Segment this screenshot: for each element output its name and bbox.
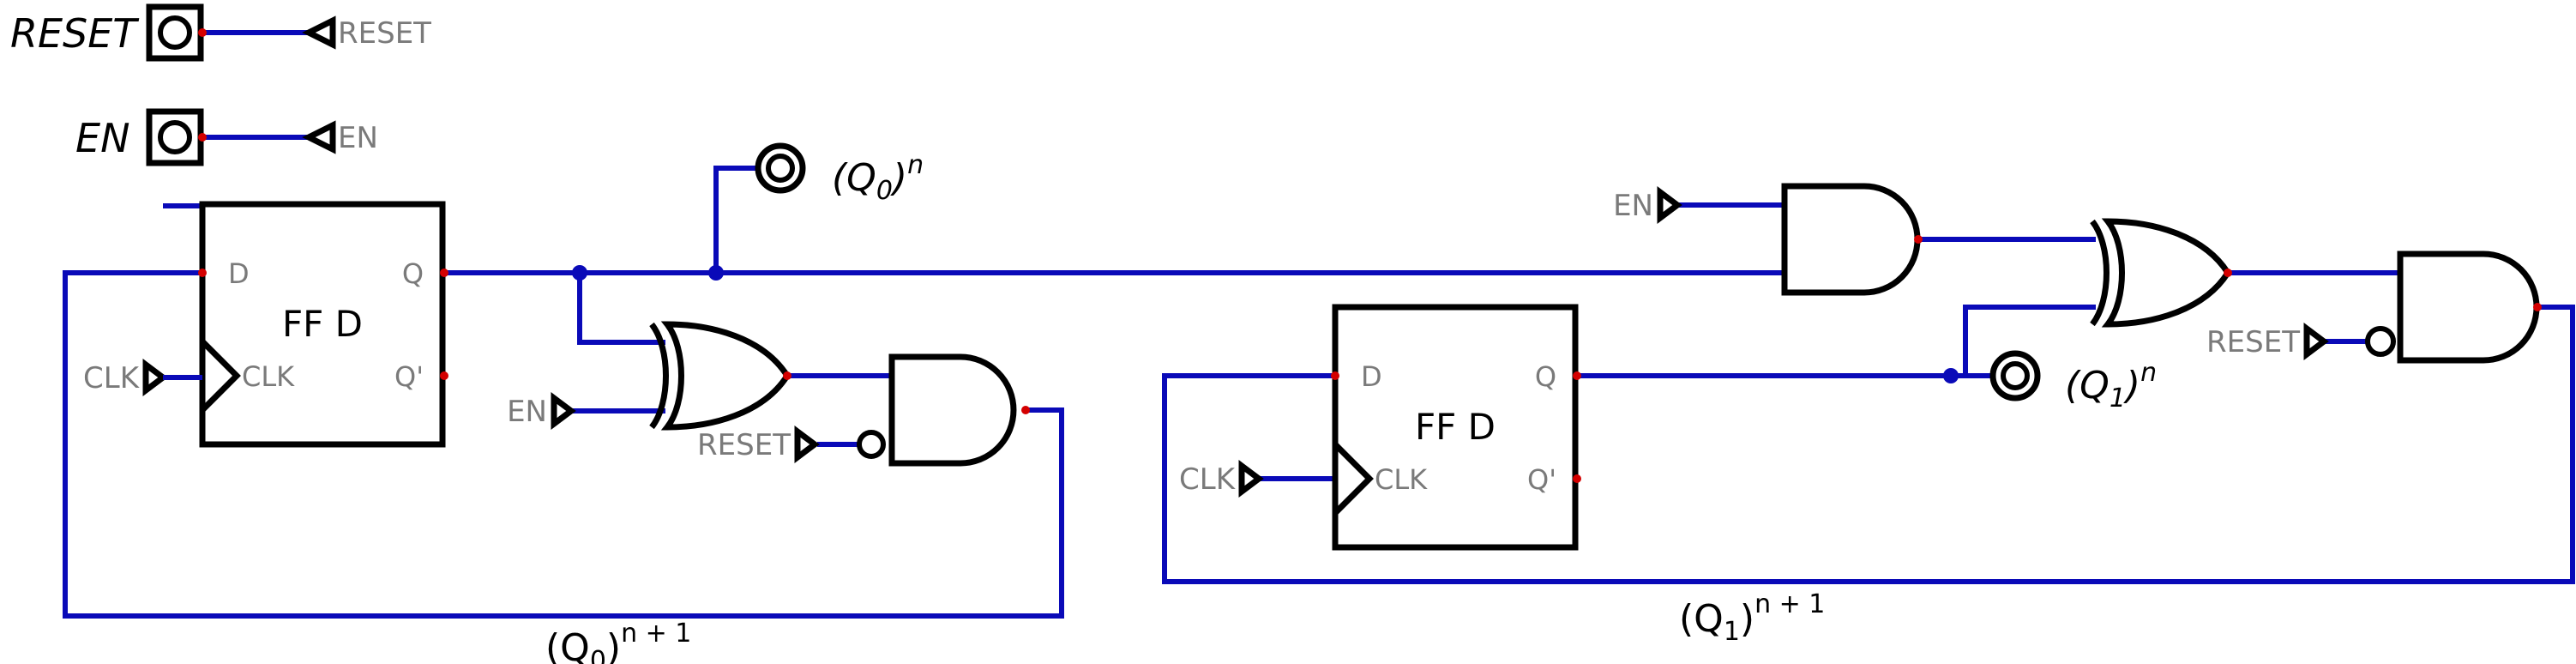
en-tunnel-icon	[1657, 186, 1682, 224]
ff0-qn-pin-label: Q'	[394, 360, 424, 393]
wires	[63, 30, 2575, 619]
clk1-tunnel-icon	[1238, 460, 1264, 498]
and-gate-0[interactable]	[888, 353, 1030, 467]
en-tunnel-icon	[551, 392, 576, 430]
en-tunnel-icon	[302, 120, 336, 154]
q1-bus	[1576, 305, 2096, 378]
q0-next-feedback-wire	[63, 270, 1064, 619]
q0-output-label: (Q0)n	[832, 150, 924, 206]
ff1-title: FF D	[1415, 406, 1496, 448]
ff1-clk-pin-label: CLK	[1375, 463, 1428, 496]
ff0-d-pin-label: D	[228, 257, 250, 290]
flipflop-d-0[interactable]	[198, 201, 448, 448]
clk1-tunnel-label: CLK	[1179, 462, 1237, 497]
en-tunnel-label: EN	[338, 121, 378, 155]
and-gate-1[interactable]	[1781, 183, 1923, 296]
reset-tunnel-label-and2: RESET	[2206, 325, 2300, 359]
ff0-title: FF D	[282, 303, 363, 345]
q0-output-wire	[713, 166, 759, 273]
xor-gate-1[interactable]	[2090, 218, 2232, 328]
reset-tunnel-icon	[794, 426, 820, 463]
reset-tunnel-label: RESET	[338, 16, 431, 51]
ff0-q-pin-label: Q	[402, 257, 424, 290]
inverter-bubble-icon	[857, 430, 886, 459]
q1-next-feedback-wire	[1162, 305, 2575, 584]
reset-input-pin[interactable]	[146, 3, 207, 62]
reset-tunnel-label-and0: RESET	[697, 428, 791, 462]
en-tunnel-label-xor0: EN	[507, 395, 547, 429]
ff1-d-pin-label: D	[1361, 360, 1382, 393]
and-gate-2[interactable]	[2397, 251, 2542, 364]
ff1-qn-pin-label: Q'	[1527, 463, 1556, 496]
en-input-label: EN	[75, 115, 129, 161]
inverter-bubble-icon	[2365, 326, 2396, 357]
ff1-q-pin-label: Q	[1535, 360, 1556, 393]
clk0-tunnel-icon	[142, 359, 168, 396]
q1-next-label: (Q1)n + 1	[1679, 589, 1825, 647]
reset-input-label: RESET	[10, 10, 140, 57]
reset-tunnel-icon	[302, 15, 336, 50]
q1-output-pin[interactable]	[1989, 350, 2041, 401]
clk0-tunnel-label: CLK	[83, 361, 141, 395]
en-tunnel-label-and1: EN	[1613, 189, 1653, 223]
q1-output-label: (Q1)n	[2065, 358, 2157, 413]
q0-next-label: (Q0)n + 1	[545, 619, 691, 664]
flipflop-d-1[interactable]	[1331, 304, 1581, 551]
ff0-clk-pin-label: CLK	[242, 360, 295, 393]
q0-output-pin[interactable]	[755, 142, 806, 194]
junction-dot	[1943, 368, 1959, 383]
xor-gate-0[interactable]	[649, 321, 791, 431]
reset-tunnel-icon	[2303, 323, 2329, 360]
en-input-pin[interactable]	[146, 108, 207, 166]
q0-to-xor0-wire	[577, 273, 665, 345]
junction-dot	[708, 265, 724, 281]
junction-dot	[572, 265, 587, 281]
